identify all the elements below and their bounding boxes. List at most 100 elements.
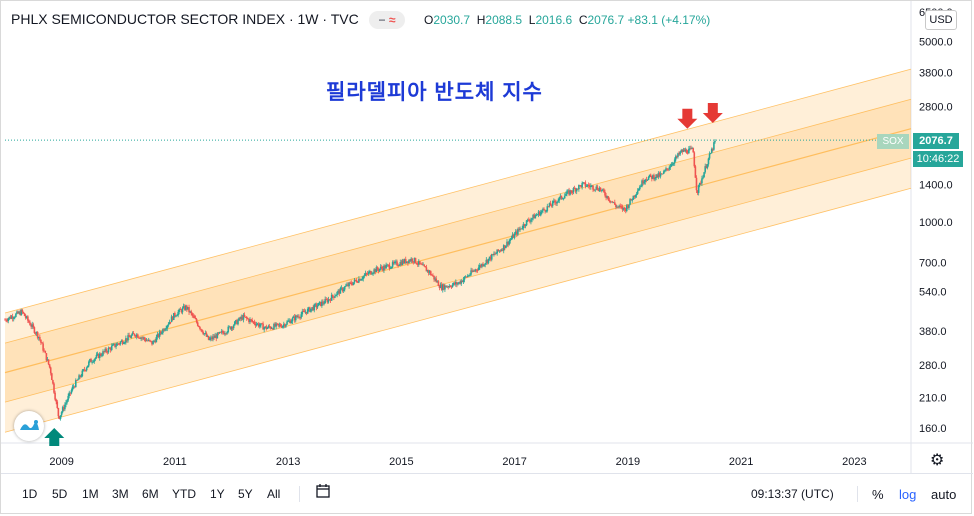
candle-body (548, 203, 551, 207)
candle-body (377, 269, 380, 271)
candle-body (663, 171, 665, 174)
candle-body (191, 313, 194, 316)
candle-body (57, 407, 60, 417)
candle-body (297, 316, 299, 318)
candle-body (299, 317, 301, 319)
down-arrow-marker (677, 108, 698, 129)
candle-body (175, 315, 177, 317)
timeframe-5d[interactable]: 5D (52, 487, 68, 501)
auto-scale-button[interactable]: auto (931, 487, 957, 502)
candle-body (668, 167, 671, 170)
candle-body (443, 284, 445, 290)
timeframe-5y[interactable]: 5Y (238, 487, 253, 501)
candle-body (635, 193, 638, 196)
candle-body (106, 351, 109, 353)
candle-body (401, 260, 404, 266)
candle-body (149, 339, 151, 341)
timeframe-1m[interactable]: 1M (82, 487, 99, 501)
candle-body (514, 231, 517, 234)
candle-body (126, 338, 128, 341)
candle-body (569, 190, 571, 195)
compare-toggle[interactable]: − ≈ (369, 11, 405, 29)
candle-body (263, 327, 265, 330)
x-tick-label: 2017 (502, 456, 526, 468)
candle-body (52, 380, 54, 384)
candle-body (165, 328, 167, 330)
candle-body (536, 214, 539, 216)
candle-body (683, 149, 686, 152)
gear-icon[interactable]: ⚙ (930, 452, 945, 469)
timeframe-1d[interactable]: 1D (22, 487, 38, 501)
candle-body (269, 327, 272, 329)
candle-body (583, 182, 586, 184)
candle-body (127, 335, 129, 341)
candle-body (360, 279, 362, 281)
candle-body (340, 287, 343, 289)
candle-body (460, 280, 463, 284)
candle-body (257, 323, 260, 327)
symbol-title[interactable]: PHLX SEMICONDUCTOR SECTOR INDEX · 1W · T… (11, 11, 359, 27)
timeframe-3m[interactable]: 3M (112, 487, 129, 501)
candle-body (317, 302, 320, 306)
regression-lower-line (4, 187, 912, 433)
candle-body (598, 187, 601, 191)
candle-body (660, 173, 663, 175)
percent-scale-button[interactable]: % (872, 487, 884, 502)
candle-body (264, 326, 267, 328)
candle-body (188, 307, 190, 313)
candle-body (47, 359, 50, 365)
candle-body (604, 191, 606, 196)
candle-body (153, 340, 155, 342)
candle-body (259, 325, 261, 327)
calendar-range-icon[interactable] (315, 483, 331, 502)
candle-body (507, 241, 509, 245)
timeframe-ytd[interactable]: YTD (172, 487, 196, 501)
candle-body (474, 269, 477, 271)
candle-body (440, 284, 443, 290)
candle-body (565, 194, 567, 196)
candle-body (712, 148, 714, 150)
candle-body (95, 354, 98, 358)
candle-body (574, 188, 577, 192)
candle-body (547, 206, 550, 208)
tradingview-logo-icon[interactable] (14, 411, 44, 441)
candle-body (516, 231, 518, 235)
log-scale-button[interactable]: log (899, 487, 917, 502)
candle-body (375, 267, 378, 273)
candle-body (621, 206, 624, 210)
currency-button[interactable]: USD (925, 10, 957, 30)
candle-body (571, 192, 574, 194)
candle-body (293, 316, 296, 321)
candle-body (455, 282, 457, 285)
candle-body (578, 185, 580, 190)
candle-body (710, 148, 713, 154)
candle-body (489, 256, 492, 260)
regression-center-line (4, 128, 912, 374)
candle-body (473, 270, 476, 272)
candle-body (676, 156, 678, 158)
candle-body (286, 321, 288, 325)
candle-body (177, 311, 179, 316)
candle-body (189, 311, 191, 313)
candle-body (362, 276, 365, 279)
toolbar-divider (857, 486, 858, 502)
candle-body (137, 334, 139, 338)
candle-body (74, 380, 77, 388)
candle-body (488, 256, 491, 259)
candle-body (484, 263, 487, 265)
candle-body (66, 400, 68, 403)
candle-body (43, 350, 46, 352)
price-chart[interactable]: 160.0 210.0 280.0 380.0 540.0 700.0 1000.0 1400… (1, 1, 973, 473)
candle-body (365, 273, 368, 275)
candle-body (618, 205, 620, 207)
timeframe-6m[interactable]: 6M (142, 487, 159, 501)
utc-clock[interactable]: 09:13:37 (UTC) (751, 487, 834, 501)
candle-body (42, 343, 44, 351)
candle-body (441, 284, 444, 290)
timeframe-all[interactable]: All (267, 487, 281, 501)
timeframe-1y[interactable]: 1Y (210, 487, 225, 501)
candle-body (135, 334, 138, 337)
candle-body (438, 286, 441, 288)
candle-body (32, 324, 35, 328)
candle-body (210, 337, 212, 339)
